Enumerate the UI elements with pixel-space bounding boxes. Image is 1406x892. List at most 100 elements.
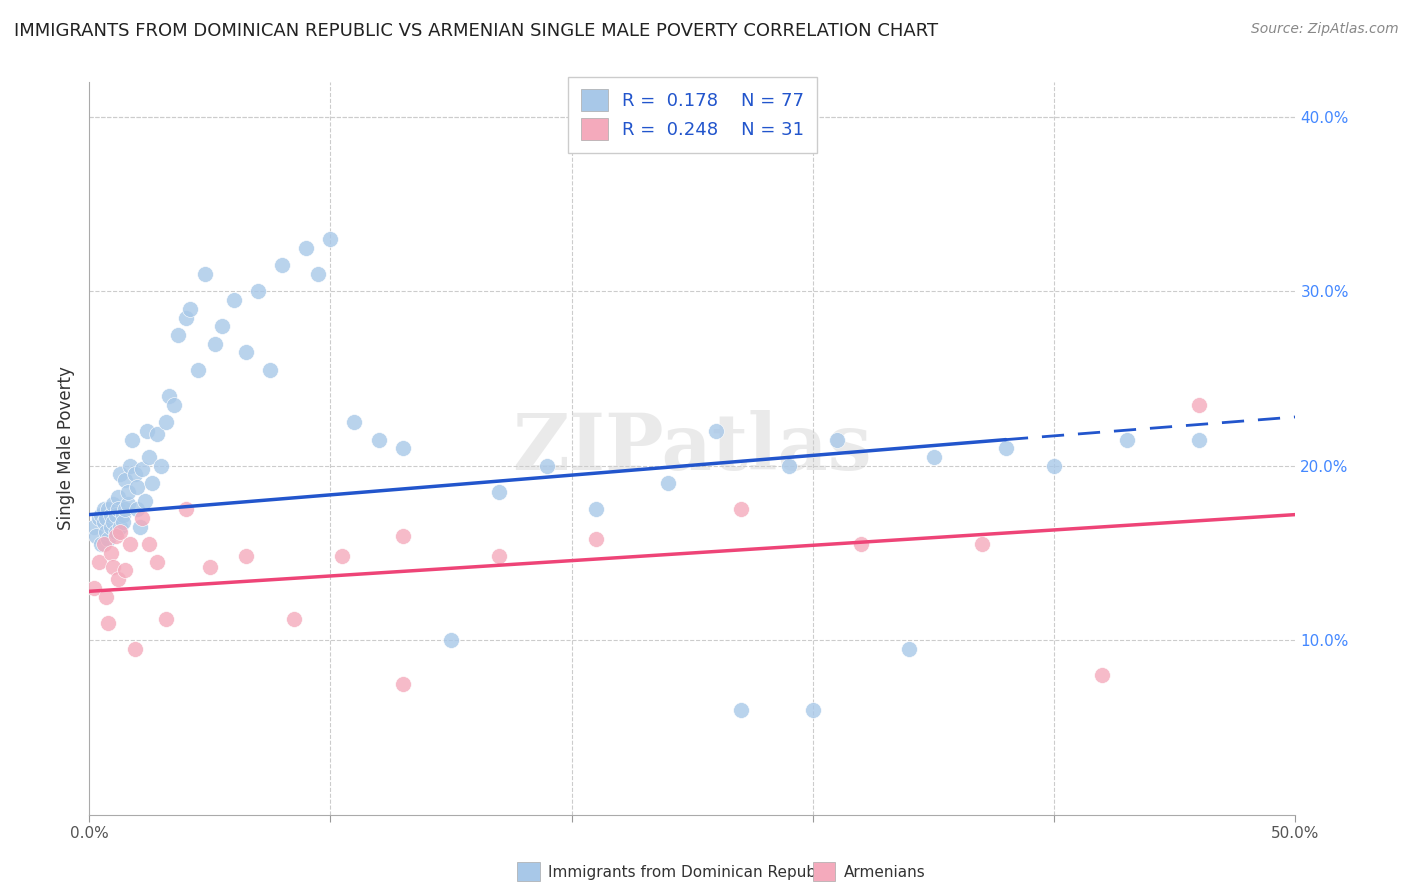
Text: Immigrants from Dominican Republic: Immigrants from Dominican Republic	[548, 865, 834, 880]
Point	[307, 267, 329, 281]
Point	[145, 555, 167, 569]
Point	[198, 560, 221, 574]
Point	[1115, 433, 1137, 447]
Point	[246, 285, 269, 299]
Point	[994, 442, 1017, 456]
Point	[778, 458, 800, 473]
Point	[259, 363, 281, 377]
Point	[235, 345, 257, 359]
Point	[100, 508, 122, 522]
Point	[111, 515, 134, 529]
Point	[283, 612, 305, 626]
Point	[103, 515, 125, 529]
Point	[131, 511, 153, 525]
Point	[100, 520, 122, 534]
Point	[187, 363, 209, 377]
Point	[97, 532, 120, 546]
Point	[107, 502, 129, 516]
Point	[150, 458, 173, 473]
Point	[138, 537, 160, 551]
Point	[145, 427, 167, 442]
Point	[657, 476, 679, 491]
Text: ZIPatlas: ZIPatlas	[512, 410, 872, 486]
Point	[104, 508, 127, 522]
Point	[84, 528, 107, 542]
Point	[107, 572, 129, 586]
Point	[155, 612, 177, 626]
Point	[110, 520, 132, 534]
Point	[114, 502, 136, 516]
Point	[83, 581, 105, 595]
Point	[93, 502, 115, 516]
Point	[898, 641, 921, 656]
Point	[922, 450, 945, 464]
Point	[100, 546, 122, 560]
Point	[319, 232, 342, 246]
Point	[128, 520, 150, 534]
Point	[1043, 458, 1066, 473]
Point	[536, 458, 558, 473]
Point	[179, 301, 201, 316]
Point	[90, 537, 112, 551]
Point	[825, 433, 848, 447]
Point	[104, 524, 127, 539]
Point	[114, 563, 136, 577]
Point	[391, 442, 413, 456]
Point	[117, 484, 139, 499]
Point	[103, 560, 125, 574]
Point	[127, 502, 149, 516]
Point	[1091, 668, 1114, 682]
Point	[585, 502, 607, 516]
Point	[204, 336, 226, 351]
Point	[131, 462, 153, 476]
Point	[194, 267, 217, 281]
Point	[174, 502, 197, 516]
Point	[107, 490, 129, 504]
Point	[138, 450, 160, 464]
Point	[167, 328, 190, 343]
Point	[343, 415, 366, 429]
Point	[174, 310, 197, 325]
Point	[94, 511, 117, 525]
Point	[93, 537, 115, 551]
Point	[222, 293, 245, 307]
Point	[211, 319, 233, 334]
Point	[127, 480, 149, 494]
Text: IMMIGRANTS FROM DOMINICAN REPUBLIC VS ARMENIAN SINGLE MALE POVERTY CORRELATION C: IMMIGRANTS FROM DOMINICAN REPUBLIC VS AR…	[14, 22, 938, 40]
Point	[391, 528, 413, 542]
Point	[801, 703, 824, 717]
Point	[235, 549, 257, 564]
Point	[97, 502, 120, 516]
Point	[488, 484, 510, 499]
Point	[124, 641, 146, 656]
Point	[83, 520, 105, 534]
Point	[585, 532, 607, 546]
Point	[1188, 433, 1211, 447]
Point	[94, 524, 117, 539]
Point	[141, 476, 163, 491]
Point	[970, 537, 993, 551]
Text: Armenians: Armenians	[844, 865, 925, 880]
Point	[295, 241, 318, 255]
Point	[110, 467, 132, 482]
Point	[120, 537, 142, 551]
Point	[367, 433, 389, 447]
Point	[162, 398, 184, 412]
Point	[730, 703, 752, 717]
Point	[332, 549, 354, 564]
Point	[93, 515, 115, 529]
Y-axis label: Single Male Poverty: Single Male Poverty	[58, 367, 75, 530]
Point	[110, 524, 132, 539]
Point	[87, 511, 110, 525]
Point	[136, 424, 159, 438]
Point	[124, 467, 146, 482]
Text: Source: ZipAtlas.com: Source: ZipAtlas.com	[1251, 22, 1399, 37]
Legend: R =  0.178    N = 77, R =  0.248    N = 31: R = 0.178 N = 77, R = 0.248 N = 31	[568, 77, 817, 153]
Point	[121, 433, 143, 447]
Point	[117, 497, 139, 511]
Point	[271, 258, 294, 272]
Point	[94, 590, 117, 604]
Point	[391, 677, 413, 691]
Point	[157, 389, 180, 403]
Point	[1188, 398, 1211, 412]
